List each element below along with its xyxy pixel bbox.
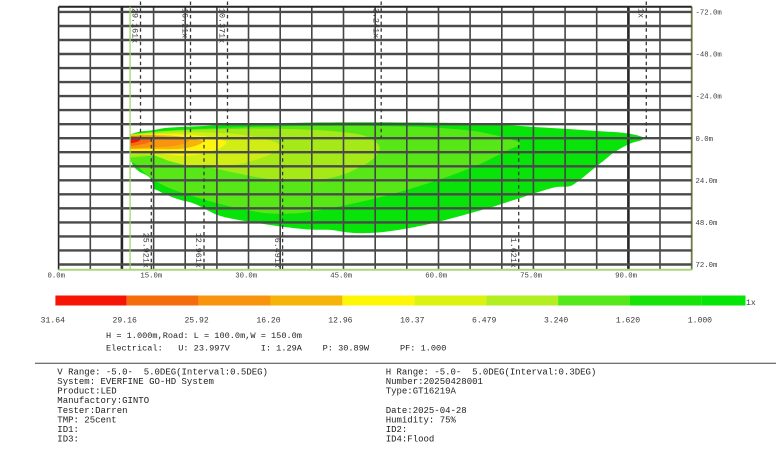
svg-text:Manufactory:GINTO: Manufactory:GINTO: [57, 396, 149, 406]
svg-text:H Range: -5.0- 5.0DEG(Interva: H Range: -5.0- 5.0DEG(Interval:0.3DEG): [386, 367, 597, 377]
svg-text:0.0m: 0.0m: [696, 136, 714, 144]
svg-text:H = 1.000m,Road: L = 100.0m,W: H = 1.000m,Road: L = 100.0m,W = 150.0m: [106, 331, 302, 341]
svg-text:3.240: 3.240: [544, 317, 568, 326]
svg-text:24.0m: 24.0m: [696, 178, 718, 186]
svg-text:6.479: 6.479: [472, 317, 496, 326]
svg-text:29.161x: 29.161x: [130, 8, 140, 43]
svg-text:48.0m: 48.0m: [696, 220, 718, 228]
svg-text:90.0m: 90.0m: [615, 273, 637, 281]
svg-text:30.0m: 30.0m: [235, 273, 257, 281]
svg-text:1.621x: 1.621x: [508, 238, 518, 268]
svg-text:-48.0m: -48.0m: [696, 52, 722, 60]
svg-text:Electrical: U: 23.997V: Electrical: U: 23.997V I: 1.29A P: 30.89…: [106, 344, 446, 354]
svg-text:Type:GT16219A: Type:GT16219A: [386, 387, 457, 397]
svg-text:V Range: -5.0- 5.0DEG(Interva: V Range: -5.0- 5.0DEG(Interval:0.5DEG): [57, 367, 268, 377]
svg-text:12.96: 12.96: [328, 317, 352, 326]
svg-text:75.0m: 75.0m: [520, 273, 542, 281]
svg-text:Date:2025-04-28: Date:2025-04-28: [386, 406, 467, 416]
svg-text:1.620: 1.620: [616, 317, 640, 326]
svg-text:12.961x: 12.961x: [193, 233, 203, 268]
svg-text:31.64: 31.64: [41, 317, 65, 326]
svg-text:29.16: 29.16: [113, 317, 137, 326]
svg-text:0.0m: 0.0m: [48, 273, 66, 281]
svg-text:Humidity: 75%: Humidity: 75%: [386, 415, 457, 425]
svg-text:60.0m: 60.0m: [425, 273, 447, 281]
svg-text:16.20: 16.20: [256, 317, 280, 326]
svg-text:6.491x: 6.491x: [272, 238, 282, 268]
svg-text:TMP: 25cent: TMP: 25cent: [57, 415, 116, 425]
svg-text:System: EVERFINE GO-HD System: System: EVERFINE GO-HD System: [57, 377, 214, 387]
svg-text:ID3:: ID3:: [57, 435, 79, 445]
svg-text:10.37: 10.37: [400, 317, 424, 326]
svg-text:1x: 1x: [746, 299, 756, 308]
svg-text:45.0m: 45.0m: [330, 273, 352, 281]
svg-text:Number:20250428001: Number:20250428001: [386, 377, 483, 387]
svg-text:Tester:Darren: Tester:Darren: [57, 406, 127, 416]
svg-text:3.241x: 3.241x: [370, 8, 380, 38]
svg-text:10.371x: 10.371x: [217, 8, 227, 43]
svg-text:25.921x: 25.921x: [141, 233, 151, 268]
svg-text:25.92: 25.92: [184, 317, 208, 326]
svg-text:-72.0m: -72.0m: [696, 10, 722, 18]
svg-text:ID1:: ID1:: [57, 425, 79, 435]
svg-text:Product:LED: Product:LED: [57, 387, 116, 397]
svg-text:1x: 1x: [636, 8, 646, 18]
svg-text:72.0m: 72.0m: [696, 262, 718, 270]
svg-text:-24.0m: -24.0m: [696, 94, 722, 102]
svg-text:ID4:Flood: ID4:Flood: [386, 435, 435, 445]
svg-text:16.21x: 16.21x: [180, 8, 190, 38]
svg-text:1.000: 1.000: [688, 317, 712, 326]
svg-text:ID2:: ID2:: [386, 425, 408, 435]
svg-text:15.0m: 15.0m: [140, 273, 162, 281]
